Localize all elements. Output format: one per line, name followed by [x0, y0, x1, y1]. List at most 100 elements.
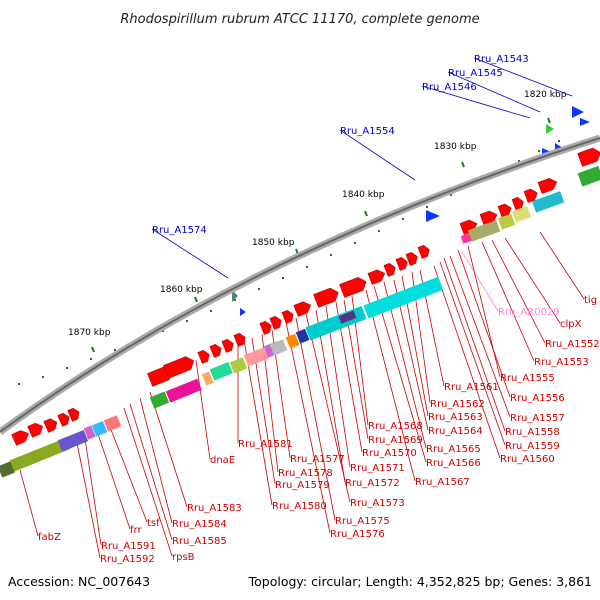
ruler-dot — [538, 150, 540, 152]
reverse-gene-20 — [467, 220, 501, 242]
label-rru-a1546-leader — [421, 85, 531, 119]
label-clpx-leader — [504, 237, 561, 324]
label-rru-a1555-leader — [467, 245, 501, 378]
reverse-gene-6 — [149, 391, 170, 409]
label-rru-a1578: Rru_A1578 — [278, 468, 333, 479]
kbp-label-1830-kbp: 1830 kbp — [434, 142, 477, 152]
label-rru-a1558: Rru_A1558 — [505, 427, 560, 438]
label-rru-a1560-leader — [433, 265, 501, 459]
label-rru-a1560: Rru_A1560 — [500, 454, 555, 465]
kbp-ruler: 1820 kbp 1830 kbp 1840 kbp 1850 kbp 1860 kbp… — [18, 90, 567, 385]
label-rru-a1573: Rru_A1573 — [350, 498, 405, 509]
label-rru-a1552: Rru_A1552 — [545, 339, 600, 350]
reverse-gene-17 — [363, 276, 444, 319]
label-rpsb-leader — [123, 407, 173, 557]
map-title: Rhodospirillum rubrum ATCC 11170, comple… — [120, 12, 479, 27]
reverse-gene-22 — [511, 205, 532, 223]
reverse-gene-19 — [460, 232, 473, 244]
label-clpx: clpX — [560, 319, 582, 330]
reverse-gene-10 — [229, 357, 248, 374]
label-frr-leader — [95, 427, 131, 530]
ruler-dot — [18, 383, 20, 385]
topology-text: Topology: circular; Length: 4,352,825 bp… — [248, 574, 592, 589]
label-rru-a1592: Rru_A1592 — [100, 554, 155, 565]
forward-gene-14 — [293, 301, 312, 317]
ruler-dot — [354, 242, 356, 244]
forward-gene-21 — [417, 245, 430, 259]
label-rru-a1592-leader — [75, 437, 101, 559]
label-rru-a1546: Rru_A1546 — [422, 82, 477, 93]
label-rru-a1552-leader — [491, 239, 546, 344]
forward-gene-0 — [11, 430, 29, 446]
ruler-dot — [282, 277, 284, 279]
label-rru-a1553: Rru_A1553 — [534, 357, 589, 368]
forward-gene-7 — [197, 349, 210, 364]
ruler-dot — [186, 320, 188, 322]
forward-gene-6 — [163, 356, 195, 379]
ruler-tick — [194, 296, 198, 303]
label-rru-a1591-leader — [83, 431, 102, 546]
gene-track — [0, 106, 600, 478]
label-tsf-leader — [107, 421, 148, 523]
forward-gene-24 — [497, 203, 512, 218]
label-rru-a1558-leader — [443, 257, 506, 432]
ruler-dot — [450, 194, 452, 196]
reverse-gene-7 — [165, 378, 202, 403]
forward-gene-25 — [511, 197, 524, 211]
label-rpsb: rpsB — [172, 552, 195, 563]
ruler-dot — [42, 376, 44, 378]
label-dnae-leader — [195, 359, 211, 460]
reverse-gene-4 — [91, 420, 108, 437]
label-rru-a1568: Rru_A1568 — [368, 421, 423, 432]
label-rru-a1567-leader — [365, 289, 416, 482]
label-rru-a1559: Rru_A1559 — [505, 441, 560, 452]
label-rru-a1585: Rru_A1585 — [172, 536, 227, 547]
ruler-dot — [258, 288, 260, 290]
label-rru-a1575-leader — [295, 317, 336, 521]
reverse-gene-9 — [209, 361, 233, 381]
reverse-gene-14 — [285, 333, 300, 349]
label-rru-a1574-leader — [151, 228, 229, 279]
label-frr: frr — [130, 525, 142, 536]
ruler-dot — [210, 310, 212, 312]
label-rru-a1576-leader — [285, 321, 331, 534]
label-rru-a1585-leader — [129, 403, 173, 541]
label-rru-a1574: Rru_A1574 — [152, 225, 207, 236]
reverse-gene-23 — [531, 191, 565, 213]
label-rru-a1543: Rru_A1543 — [474, 54, 529, 65]
reverse-gene-3 — [83, 425, 96, 440]
label-rru-a1570: Rru_A1570 — [362, 448, 417, 459]
label-rru-a1556: Rru_A1556 — [510, 393, 565, 404]
reverse-gene-13 — [269, 339, 288, 356]
ruler-tick — [547, 117, 551, 124]
label-rru-a1561: Rru_A1561 — [444, 382, 499, 393]
genome-backbone — [0, 134, 600, 435]
label-rru-a1580-leader — [243, 339, 273, 506]
label-rru-a1545: Rru_A1545 — [448, 68, 503, 79]
label-tig-leader — [539, 231, 585, 300]
kbp-label-1870-kbp: 1870 kbp — [68, 328, 111, 338]
label-rru-a1545-leader — [447, 71, 541, 113]
reverse-gene-16 — [305, 305, 367, 341]
forward-gene-16 — [339, 277, 367, 298]
forward-gene-15 — [313, 287, 339, 308]
label-tsf: tsf — [147, 518, 160, 529]
label-rru-a1554-leader — [339, 129, 416, 181]
forward-gene-4 — [67, 407, 80, 422]
ruler-dot — [306, 266, 308, 268]
ruler-dot — [330, 254, 332, 256]
label-rru-a1543-leader — [473, 57, 573, 97]
forward-gene-19 — [395, 257, 408, 271]
ruler-dot — [378, 230, 380, 232]
label-fabz-leader — [19, 469, 39, 537]
label-rru-a1581: Rru_A1581 — [238, 439, 293, 450]
label-rru-a1567: Rru_A1567 — [415, 477, 470, 488]
accession-text: Accession: NC_007643 — [8, 574, 150, 589]
forward-gene-18 — [383, 263, 396, 277]
forward-gene-1 — [27, 422, 44, 438]
reverse-gene-11 — [243, 347, 269, 367]
label-leader-lines — [19, 57, 585, 559]
ruler-dot — [162, 330, 164, 332]
ruler-dot — [558, 140, 560, 142]
upper-gene-0 — [572, 106, 584, 118]
